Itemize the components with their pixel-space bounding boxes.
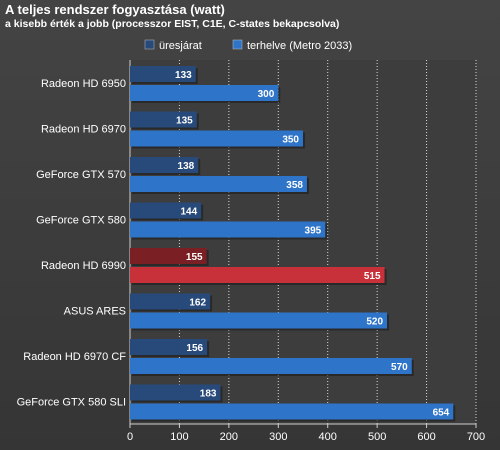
bar-load: [130, 85, 279, 101]
x-tick-label: 300: [269, 431, 287, 443]
x-tick-label: 600: [417, 431, 435, 443]
data-label: 135: [176, 116, 193, 127]
chart-subtitle: a kisebb érték a jobb (processzor EIST, …: [5, 18, 340, 30]
category-label: GeForce GTX 570: [36, 169, 126, 181]
bar-idle: [130, 157, 199, 173]
x-tick-label: 700: [467, 431, 485, 443]
category-label: Radeon HD 6990: [41, 260, 126, 272]
x-tick-label: 200: [220, 431, 238, 443]
category-label: Radeon HD 6970: [41, 123, 126, 135]
data-label: 155: [186, 252, 203, 263]
data-label: 138: [178, 161, 195, 172]
x-tick-label: 500: [368, 431, 386, 443]
bar-idle: [130, 66, 196, 82]
data-label: 144: [180, 207, 197, 218]
data-label: 300: [258, 89, 275, 100]
data-label: 162: [189, 298, 206, 309]
bar-load: [130, 130, 303, 147]
bar-idle: [130, 111, 197, 128]
data-label: 156: [186, 343, 203, 354]
data-label: 520: [366, 317, 383, 328]
bar-load: [130, 403, 454, 420]
x-tick-label: 100: [170, 431, 188, 443]
data-label: 395: [305, 226, 322, 237]
bar-load: [130, 267, 385, 283]
category-label: GeForce GTX 580 SLI: [17, 396, 126, 408]
bar-idle: [130, 248, 207, 264]
bar-idle: [130, 202, 202, 219]
data-label: 570: [391, 362, 408, 373]
legend-label-load: terhelve (Metro 2033): [247, 40, 352, 52]
x-tick-label: 0: [127, 431, 133, 443]
data-label: 358: [286, 180, 303, 191]
category-label: Radeon HD 6950: [41, 78, 126, 90]
category-label: Radeon HD 6970 CF: [23, 351, 126, 363]
data-label: 133: [175, 70, 192, 81]
legend-swatch-idle: [144, 39, 155, 50]
data-label: 654: [433, 408, 450, 419]
chart-title: A teljes rendszer fogyasztása (watt): [5, 2, 225, 17]
data-label: 183: [200, 389, 217, 400]
bar-idle: [130, 293, 211, 310]
legend-label-idle: üresjárat: [159, 40, 202, 52]
bar-idle: [130, 339, 208, 355]
category-label: GeForce GTX 580: [36, 214, 126, 226]
data-label: 515: [364, 271, 381, 282]
category-label: ASUS ARES: [64, 305, 126, 317]
bar-load: [130, 312, 388, 329]
legend-swatch-load: [232, 39, 243, 50]
bar-load: [130, 358, 412, 374]
x-tick-label: 400: [319, 431, 337, 443]
bar-load: [130, 176, 307, 192]
data-label: 350: [282, 135, 299, 146]
bar-load: [130, 221, 326, 238]
bar-idle: [130, 384, 221, 401]
